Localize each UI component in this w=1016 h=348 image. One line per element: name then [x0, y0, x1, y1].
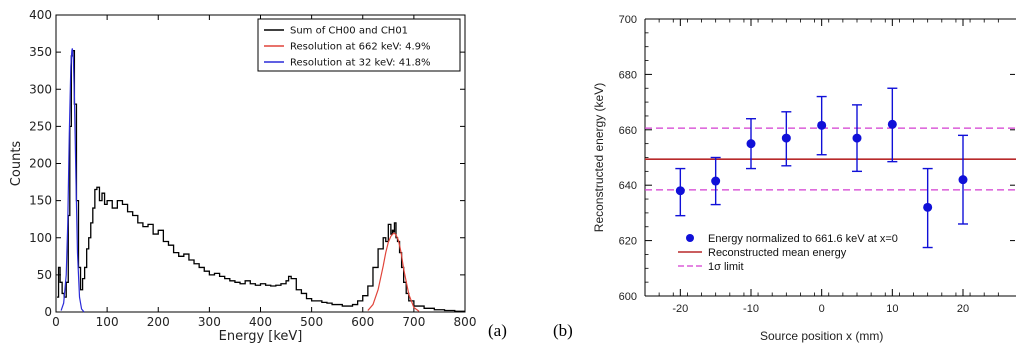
series-line-0 [57, 49, 465, 312]
x-tick-label: 400 [249, 315, 272, 329]
chart-a-energy-spectrum: 0 100 200 300 400 500 600 700 800 0 50 100 150 200 250… [9, 8, 476, 344]
data-point [958, 175, 968, 185]
x-tick-label: 20 [957, 303, 969, 315]
y-tick-label: 50 [37, 268, 52, 282]
y-tick-label: 400 [29, 8, 52, 22]
data-point [852, 133, 862, 143]
panel-label-a: (a) [488, 321, 507, 340]
x-axis-title: Source position x (mm) [760, 329, 883, 343]
data-point [817, 120, 827, 130]
x-tick-label: 800 [454, 315, 477, 329]
y-tick-label: 620 [619, 236, 637, 248]
chart-b-reconstructed-energy: -20 -10 0 10 20 600 620 640 660 680 700 Source posi… [592, 14, 1016, 343]
series-line-1 [367, 232, 420, 312]
data-point [746, 139, 756, 149]
x-tick-label: 500 [300, 315, 323, 329]
legend-label: Sum of CH00 and CH01 [290, 26, 408, 37]
data-point [675, 186, 685, 196]
data-point [923, 202, 933, 212]
series-line-2 [60, 48, 85, 313]
y-tick-label: 100 [29, 231, 52, 245]
x-tick-label: -10 [743, 303, 759, 315]
data-point [711, 176, 721, 186]
x-tick-label: 200 [147, 315, 170, 329]
y-tick-label: 200 [29, 157, 52, 171]
x-tick-label: 300 [198, 315, 221, 329]
y-tick-label: 0 [44, 305, 52, 319]
x-tick-label: 0 [52, 315, 60, 329]
legend-label: Energy normalized to 661.6 keV at x=0 [708, 233, 898, 245]
y-tick-label: 640 [619, 180, 637, 192]
x-tick-label: 0 [819, 303, 825, 315]
legend-label: Resolution at 662 keV: 4.9% [290, 42, 431, 53]
legend-label: 1σ limit [708, 261, 744, 273]
y-axis-title: Counts [9, 141, 24, 187]
x-tick-label: 10 [886, 303, 898, 315]
y-tick-label: 250 [29, 119, 52, 133]
y-axis-title: Reconstructed energy (keV) [592, 83, 606, 232]
y-tick-label: 700 [619, 14, 637, 26]
legend-label: Resolution at 32 keV: 41.8% [290, 58, 431, 69]
y-tick-label: 150 [29, 194, 52, 208]
legend-marker [686, 234, 694, 242]
panel-label-b: (b) [553, 321, 573, 340]
y-tick-label: 300 [29, 82, 52, 96]
y-tick-label: 350 [29, 45, 52, 59]
legend-box [257, 18, 461, 72]
data-point [781, 133, 791, 143]
x-tick-label: 600 [351, 315, 374, 329]
data-point [887, 119, 897, 129]
x-tick-label: -20 [672, 303, 688, 315]
x-axis-title: Energy [keV] [219, 329, 303, 344]
y-tick-label: 660 [619, 125, 637, 137]
x-tick-label: 100 [96, 315, 119, 329]
x-tick-label: 700 [402, 315, 425, 329]
y-tick-label: 680 [619, 69, 637, 81]
y-tick-label: 600 [619, 291, 637, 303]
legend-label: Reconstructed mean energy [708, 247, 847, 259]
